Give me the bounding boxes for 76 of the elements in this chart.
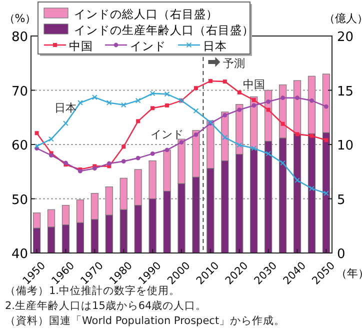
point (164, 148, 170, 152)
point (136, 156, 140, 160)
point (252, 103, 256, 108)
point (150, 152, 155, 156)
point (208, 79, 212, 84)
text: （備考）1.中位推計の数字を使用。 (5, 284, 180, 297)
point (34, 131, 39, 136)
point (48, 136, 54, 142)
y-tick-label: 40 (11, 247, 28, 262)
point (121, 159, 126, 164)
y2-tick-label: 10 (337, 138, 354, 154)
point (63, 120, 68, 126)
point (78, 100, 83, 106)
point (280, 122, 285, 126)
legend-label: インドの生産年齢人口（右目盛） (74, 23, 254, 37)
y-tick-label: 80 (11, 30, 28, 45)
y2-tick-label: 20 (337, 30, 354, 45)
point (222, 134, 228, 140)
point (251, 146, 257, 151)
point (49, 153, 54, 158)
point (310, 134, 314, 138)
point (120, 102, 126, 108)
point (266, 99, 271, 104)
annotation: 日本 (54, 101, 77, 114)
y-tick-label: 50 (11, 192, 28, 208)
point (194, 132, 198, 137)
point (122, 144, 126, 149)
point (280, 160, 286, 166)
point (222, 80, 227, 84)
point (92, 94, 98, 100)
y2-axis-title: （億人） (324, 12, 362, 25)
annotation: インド (150, 128, 184, 141)
point (193, 108, 199, 114)
point (236, 142, 242, 148)
annotation: 中国 (242, 78, 265, 92)
point (294, 178, 300, 184)
point (194, 86, 198, 90)
point (92, 166, 97, 171)
legend-label: インド (130, 39, 166, 53)
y2-tick-label: 5 (337, 192, 346, 208)
point (237, 108, 242, 112)
point (309, 186, 314, 192)
point (135, 98, 141, 104)
point (266, 108, 270, 112)
point (324, 104, 328, 109)
point (150, 90, 156, 96)
point (106, 100, 112, 106)
y-tick-label: 70 (11, 84, 28, 100)
point (295, 96, 300, 100)
legend-label: インドの総人口（右目盛） (74, 7, 218, 21)
y-axis-title: （%） (4, 12, 36, 25)
point (136, 119, 140, 124)
y-tick-label: 60 (11, 138, 28, 154)
point (222, 113, 228, 118)
x-axis-title: （年） (336, 267, 362, 280)
point (179, 140, 184, 145)
point (150, 106, 155, 110)
y2-tick-label: 15 (337, 84, 354, 100)
legend-label: 中国 (69, 39, 93, 53)
point (165, 103, 170, 108)
ref-line-label: 予測 (223, 57, 246, 70)
point (106, 161, 112, 166)
point (34, 143, 40, 149)
point (237, 90, 242, 94)
text: （資料）国連「World Population Prospect」から作成。 (5, 314, 286, 327)
point (295, 132, 300, 136)
point (324, 138, 328, 142)
point (280, 96, 285, 100)
y2-tick-label: 0 (337, 247, 346, 262)
point (266, 151, 272, 156)
point (324, 190, 329, 196)
point (164, 91, 170, 97)
point (310, 98, 314, 103)
text: 2.生産年齢人口は15歳から64歳の人口。 (5, 299, 207, 312)
point (252, 98, 256, 102)
legend-label: 日本 (203, 39, 227, 53)
